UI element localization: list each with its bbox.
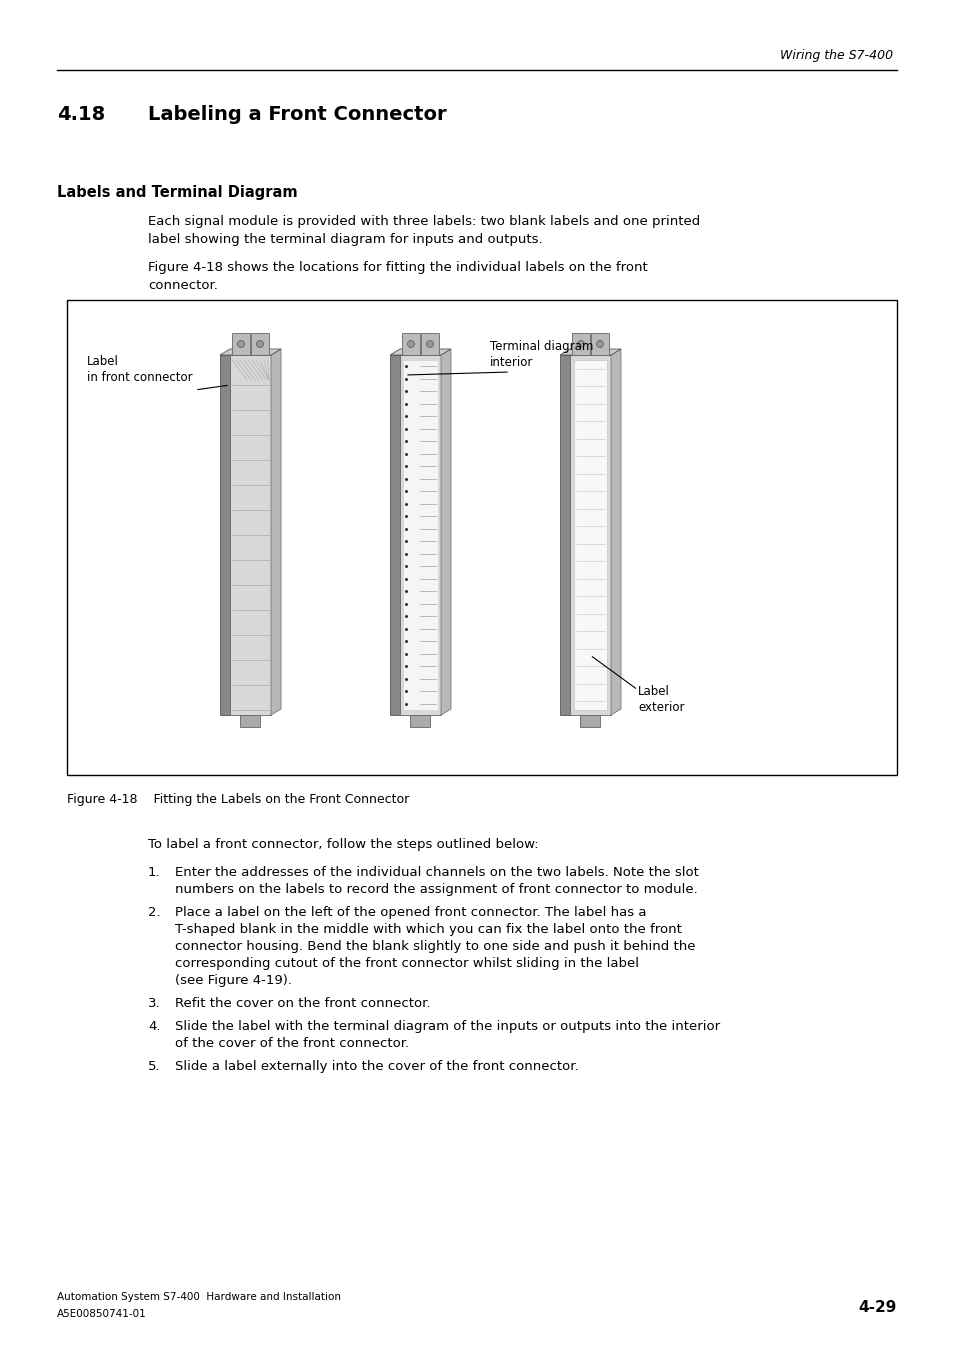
Text: 4.18: 4.18 — [57, 105, 105, 124]
Circle shape — [256, 340, 263, 347]
Text: 3.: 3. — [148, 998, 160, 1010]
Text: Enter the addresses of the individual channels on the two labels. Note the slot: Enter the addresses of the individual ch… — [174, 865, 699, 879]
Text: Label: Label — [87, 355, 119, 369]
Text: Automation System S7-400  Hardware and Installation: Automation System S7-400 Hardware and In… — [57, 1292, 340, 1301]
Bar — [569, 355, 610, 716]
Text: 2.: 2. — [148, 906, 160, 919]
Text: connector.: connector. — [148, 279, 217, 292]
Bar — [559, 355, 569, 716]
Text: Slide the label with the terminal diagram of the inputs or outputs into the inte: Slide the label with the terminal diagra… — [174, 1021, 720, 1033]
Text: Each signal module is provided with three labels: two blank labels and one print: Each signal module is provided with thre… — [148, 215, 700, 228]
Bar — [579, 716, 599, 728]
Bar — [574, 360, 606, 710]
Bar — [67, 300, 896, 775]
Bar — [220, 355, 230, 716]
Text: Labels and Terminal Diagram: Labels and Terminal Diagram — [57, 185, 297, 200]
Circle shape — [426, 340, 433, 347]
Text: corresponding cutout of the front connector whilst sliding in the label: corresponding cutout of the front connec… — [174, 957, 639, 971]
Text: label showing the terminal diagram for inputs and outputs.: label showing the terminal diagram for i… — [148, 234, 542, 246]
Polygon shape — [390, 350, 451, 355]
Bar — [410, 716, 430, 728]
Text: Labeling a Front Connector: Labeling a Front Connector — [148, 105, 446, 124]
Text: Label: Label — [638, 684, 669, 698]
Text: T-shaped blank in the middle with which you can fix the label onto the front: T-shaped blank in the middle with which … — [174, 923, 681, 936]
Text: A5E00850741-01: A5E00850741-01 — [57, 1310, 147, 1319]
Text: To label a front connector, follow the steps outlined below:: To label a front connector, follow the s… — [148, 838, 538, 850]
Text: 5.: 5. — [148, 1060, 160, 1073]
Text: interior: interior — [490, 356, 533, 369]
Polygon shape — [220, 350, 281, 355]
Bar — [390, 355, 399, 716]
Polygon shape — [440, 350, 451, 716]
Circle shape — [577, 340, 584, 347]
Bar — [230, 355, 271, 716]
Text: Figure 4-18 shows the locations for fitting the individual labels on the front: Figure 4-18 shows the locations for fitt… — [148, 261, 647, 274]
Text: 4-29: 4-29 — [858, 1300, 896, 1315]
Circle shape — [407, 340, 414, 347]
Bar — [401, 333, 419, 355]
Text: (see Figure 4-19).: (see Figure 4-19). — [174, 973, 292, 987]
Text: Figure 4-18    Fitting the Labels on the Front Connector: Figure 4-18 Fitting the Labels on the Fr… — [67, 792, 409, 806]
Circle shape — [596, 340, 603, 347]
Bar — [420, 333, 438, 355]
Text: numbers on the labels to record the assignment of front connector to module.: numbers on the labels to record the assi… — [174, 883, 697, 896]
Text: Wiring the S7-400: Wiring the S7-400 — [779, 49, 892, 62]
Bar — [232, 333, 250, 355]
Text: of the cover of the front connector.: of the cover of the front connector. — [174, 1037, 409, 1050]
Text: exterior: exterior — [638, 701, 684, 714]
Circle shape — [237, 340, 244, 347]
Text: Terminal diagram: Terminal diagram — [490, 340, 593, 352]
Bar — [402, 360, 437, 710]
Polygon shape — [559, 350, 620, 355]
Text: Slide a label externally into the cover of the front connector.: Slide a label externally into the cover … — [174, 1060, 578, 1073]
Text: 4.: 4. — [148, 1021, 160, 1033]
Polygon shape — [610, 350, 620, 716]
Bar — [251, 333, 269, 355]
Text: 1.: 1. — [148, 865, 160, 879]
Bar — [399, 355, 440, 716]
Bar — [572, 333, 589, 355]
Text: Refit the cover on the front connector.: Refit the cover on the front connector. — [174, 998, 430, 1010]
Text: Place a label on the left of the opened front connector. The label has a: Place a label on the left of the opened … — [174, 906, 646, 919]
Bar — [240, 716, 260, 728]
Bar — [590, 333, 608, 355]
Text: connector housing. Bend the blank slightly to one side and push it behind the: connector housing. Bend the blank slight… — [174, 940, 695, 953]
Text: in front connector: in front connector — [87, 371, 193, 383]
Polygon shape — [271, 350, 281, 716]
